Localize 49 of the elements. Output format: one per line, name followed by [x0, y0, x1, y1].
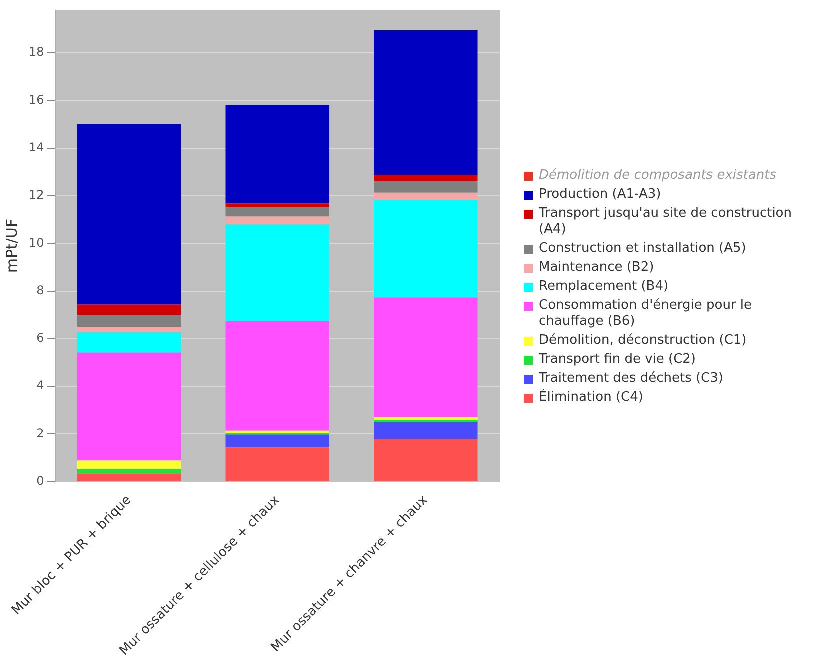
bar [78, 304, 182, 316]
y-tick-label: 2 [36, 426, 44, 440]
bar [226, 448, 330, 482]
bar [78, 474, 182, 482]
y-tick-label: 0 [36, 474, 44, 488]
bar [374, 422, 478, 439]
bar [78, 332, 182, 353]
bar [374, 192, 478, 200]
legend-label: Construction et installation (A5) [539, 241, 746, 257]
bar [78, 469, 182, 474]
bar [374, 200, 478, 298]
bar [226, 207, 330, 217]
y-tick-label: 10 [28, 236, 44, 250]
bar [78, 315, 182, 328]
bar [226, 105, 330, 204]
bar [78, 327, 182, 333]
legend-label: Transport fin de vie (C2) [539, 352, 696, 368]
bar [374, 175, 478, 182]
y-tick-label: 4 [36, 378, 44, 393]
bar [226, 216, 330, 225]
y-tick-label: 6 [36, 331, 44, 346]
bar [78, 460, 182, 470]
y-tick-label: 14 [28, 140, 44, 154]
y-axis-title: mPt/UF [2, 218, 21, 274]
legend-label: Traitement des déchets (C3) [539, 371, 724, 387]
bar [374, 181, 478, 193]
legend-label: Consommation d'énergie pour le chauffage (B6) [539, 298, 754, 330]
y-tick-label: 8 [36, 283, 44, 298]
bar [78, 124, 182, 305]
y-tick-label: 18 [28, 45, 44, 60]
bar [374, 30, 478, 176]
bar [374, 298, 478, 418]
legend-label: Élimination (C4) [539, 390, 644, 406]
legend-label: Démolition, déconstruction (C1) [539, 333, 747, 349]
legend-label: Maintenance (B2) [539, 260, 654, 276]
bar [226, 204, 330, 208]
bar [226, 224, 330, 322]
bar [374, 438, 478, 482]
bar [226, 434, 330, 448]
y-tick-label: 16 [28, 92, 44, 107]
legend-label: Remplacement (B4) [539, 279, 669, 295]
bar [78, 352, 182, 461]
legend-label: Transport jusqu'au site de construction (A4) [539, 206, 793, 238]
legend-label: Démolition de composants existants [539, 168, 776, 184]
bar [374, 420, 478, 422]
legend-label: Production (A1-A3) [539, 187, 662, 203]
bar [226, 430, 330, 434]
bar [226, 321, 330, 431]
y-tick-label: 12 [28, 188, 44, 202]
